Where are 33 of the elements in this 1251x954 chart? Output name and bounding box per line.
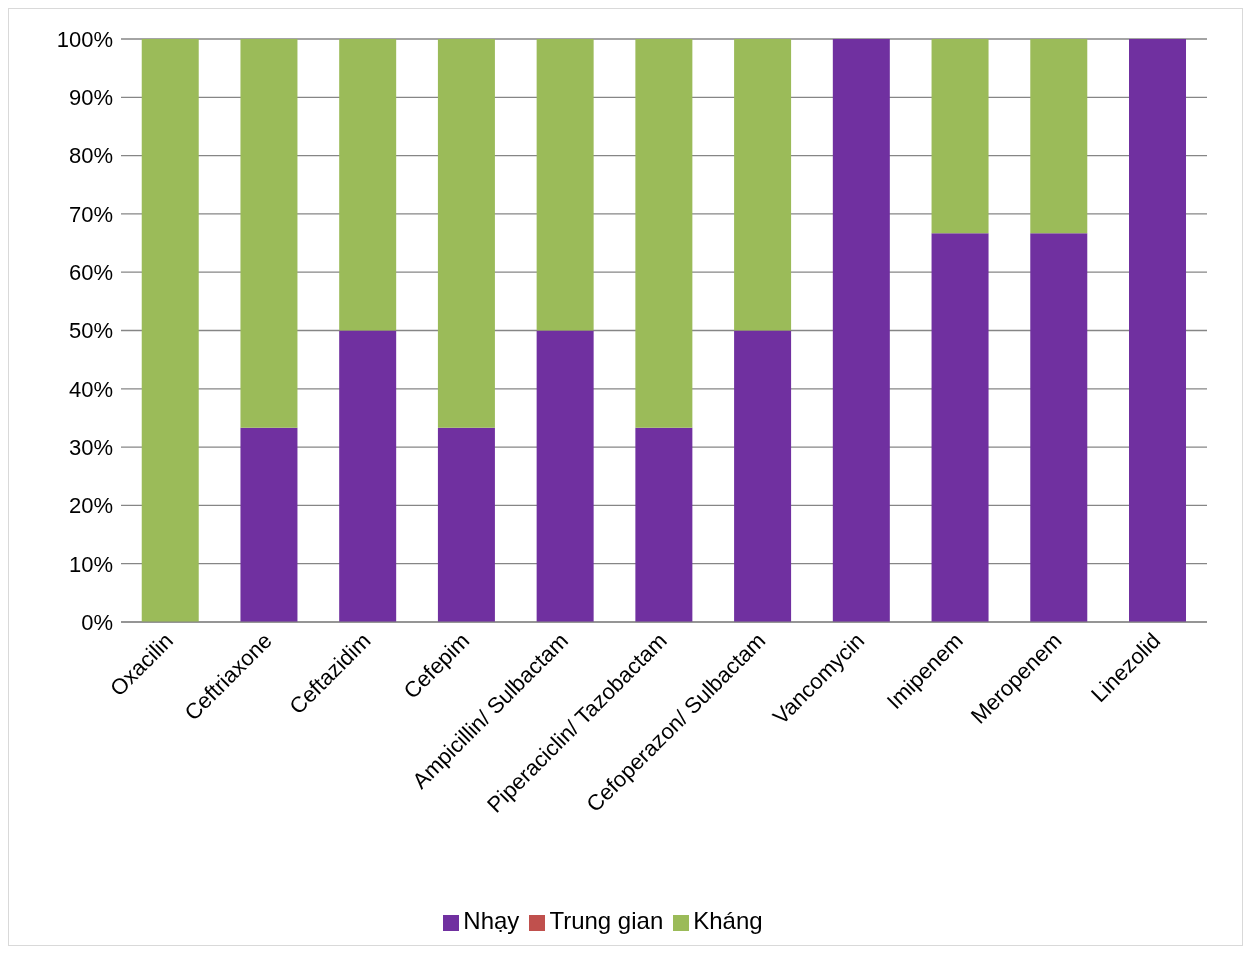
legend-label: Trung gian <box>549 907 664 934</box>
bar <box>536 39 594 331</box>
y-tick-label: 100% <box>56 26 113 52</box>
y-tick-label: 10% <box>68 551 113 577</box>
y-tick-label: 80% <box>68 143 113 169</box>
bar <box>635 427 693 622</box>
y-tick-label: 30% <box>68 434 113 460</box>
bar <box>734 330 792 622</box>
bar <box>339 39 397 331</box>
bar <box>734 39 792 331</box>
bar <box>1129 39 1187 622</box>
bar <box>536 330 594 622</box>
y-tick-label: 20% <box>68 493 113 519</box>
bar <box>141 39 199 622</box>
y-tick-label: 70% <box>68 201 113 227</box>
legend-label: Nhạy <box>463 907 520 934</box>
bar <box>931 39 989 234</box>
bar <box>437 427 495 622</box>
bar <box>1030 39 1088 234</box>
bar <box>437 39 495 428</box>
bar <box>339 330 397 622</box>
y-tick-label: 0% <box>81 609 113 635</box>
y-tick-label: 40% <box>68 376 113 402</box>
bar <box>1030 233 1088 622</box>
bar <box>240 39 298 428</box>
y-tick-label: 90% <box>68 85 113 111</box>
y-tick-label: 60% <box>68 260 113 286</box>
y-tick-label: 50% <box>68 318 113 344</box>
bar <box>931 233 989 622</box>
legend-label: Kháng <box>693 907 763 934</box>
bar <box>635 39 693 428</box>
bar <box>832 39 890 622</box>
bar <box>240 427 298 622</box>
